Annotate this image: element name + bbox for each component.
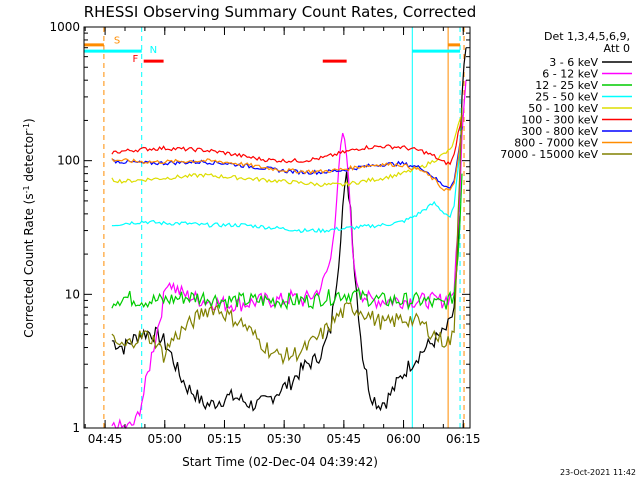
series-line-1 <box>111 80 467 430</box>
legend-header-attenuator: Att 0 <box>604 42 630 55</box>
plot-area: 1 10 100 1000 04:45 05:00 05:15 05:30 05:45 06:00… <box>49 20 480 446</box>
annotation-f: F <box>133 54 139 65</box>
x-tick-label-6: 06:15 <box>446 432 481 446</box>
plot-frame <box>83 26 471 429</box>
y-axis-label-end: ) <box>22 118 36 123</box>
y-axis-label-mid: detector <box>22 131 36 186</box>
series-line-8 <box>111 107 463 366</box>
y-tick-label-0: 1 <box>72 421 80 435</box>
x-tick-label-5: 06:00 <box>386 432 421 446</box>
y-tick-label-2: 100 <box>57 154 80 168</box>
legend-label-4: 50 - 100 keV <box>528 102 598 115</box>
annotation-n: N <box>150 45 157 56</box>
legend-label-0: 3 - 6 keV <box>549 56 598 69</box>
legend-label-1: 6 - 12 keV <box>542 68 598 81</box>
annotation-s: S <box>114 36 120 47</box>
chart-title: RHESSI Observing Summary Count Rates, Co… <box>84 3 477 21</box>
y-axis-label-sup1: -1 <box>22 185 31 193</box>
x-tick-label-1: 05:00 <box>147 432 182 446</box>
y-tick-label-1: 10 <box>65 287 80 301</box>
x-tick-label-4: 05:45 <box>327 432 362 446</box>
timestamp: 23-Oct-2021 11:42 <box>560 468 636 477</box>
series-line-2 <box>111 173 463 311</box>
x-tick-label-0: 04:45 <box>88 432 123 446</box>
y-axis-label-main: Corrected Count Rate (s <box>22 193 36 337</box>
legend-label-6: 300 - 800 keV <box>521 125 598 138</box>
y-tick-label-3: 1000 <box>49 20 80 34</box>
series-line-7 <box>111 129 463 192</box>
y-axis-label: Corrected Count Rate (s-1 detector-1) <box>22 118 36 337</box>
x-tick-label-3: 05:30 <box>267 432 302 446</box>
series-line-0 <box>111 47 467 412</box>
legend-label-7: 800 - 7000 keV <box>514 137 598 150</box>
series-line-6 <box>111 126 463 189</box>
series-line-4 <box>111 114 463 188</box>
y-axis-label-sup2: -1 <box>22 123 31 131</box>
legend-label-2: 12 - 25 keV <box>535 79 598 92</box>
legend-label-8: 7000 - 15000 keV <box>500 148 598 161</box>
series-line-5 <box>111 114 463 166</box>
legend-label-5: 100 - 300 keV <box>521 114 598 127</box>
x-axis-label: Start Time (02-Dec-04 04:39:42) <box>182 455 378 469</box>
legend-label-3: 25 - 50 keV <box>535 91 598 104</box>
legend-header-detectors: Det 1,3,4,5,6,9, <box>544 30 630 43</box>
x-tick-label-2: 05:15 <box>207 432 242 446</box>
series-line-3 <box>111 126 463 234</box>
